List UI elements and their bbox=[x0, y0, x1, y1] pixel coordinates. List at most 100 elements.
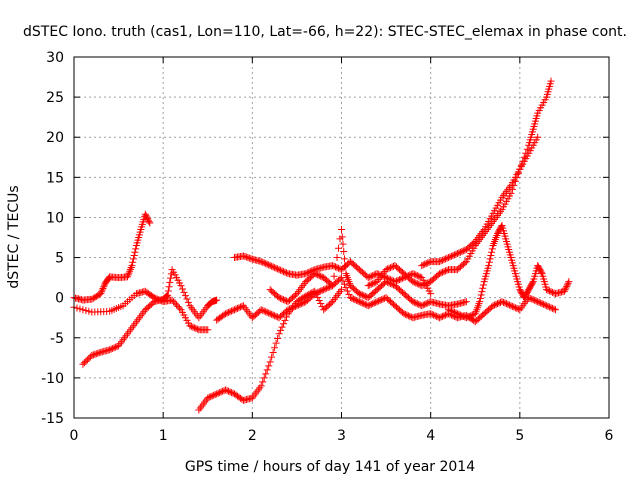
data-point bbox=[400, 310, 408, 318]
x-tick-label: 0 bbox=[70, 428, 79, 444]
x-tick-label: 5 bbox=[515, 428, 524, 444]
data-point bbox=[231, 306, 238, 314]
data-point bbox=[364, 302, 372, 310]
data-point bbox=[177, 282, 185, 290]
data-point bbox=[366, 273, 374, 281]
data-point bbox=[296, 300, 304, 308]
data-point bbox=[280, 268, 288, 276]
data-point bbox=[468, 311, 476, 319]
data-point bbox=[499, 298, 507, 306]
data-point bbox=[329, 262, 337, 270]
data-point bbox=[88, 351, 96, 359]
data-point bbox=[445, 306, 452, 314]
data-point bbox=[442, 255, 450, 263]
data-point bbox=[488, 248, 496, 256]
data-point bbox=[406, 312, 414, 320]
data-point bbox=[394, 276, 402, 284]
data-point bbox=[491, 301, 499, 309]
data-point bbox=[358, 299, 366, 307]
data-point bbox=[317, 287, 325, 295]
data-point bbox=[338, 274, 345, 282]
data-point bbox=[357, 298, 365, 306]
data-point bbox=[165, 283, 173, 291]
data-point bbox=[142, 212, 150, 220]
data-point bbox=[280, 320, 288, 328]
data-point bbox=[535, 298, 543, 306]
data-point bbox=[346, 294, 354, 302]
data-point bbox=[247, 255, 255, 263]
data-point bbox=[549, 304, 557, 312]
data-point bbox=[413, 300, 421, 308]
data-point bbox=[277, 294, 285, 302]
data-point bbox=[274, 334, 282, 342]
data-point bbox=[110, 344, 118, 352]
data-point bbox=[349, 295, 357, 303]
data-point bbox=[285, 305, 293, 313]
data-point bbox=[543, 286, 551, 294]
data-point bbox=[100, 283, 108, 291]
data-point bbox=[271, 312, 279, 320]
data-point bbox=[505, 301, 513, 309]
data-point bbox=[355, 298, 363, 306]
data-point bbox=[144, 216, 152, 224]
data-point bbox=[479, 284, 487, 292]
data-point bbox=[421, 300, 429, 308]
data-point bbox=[190, 324, 198, 332]
data-point bbox=[259, 258, 267, 266]
data-point bbox=[260, 259, 268, 267]
data-point bbox=[281, 316, 289, 324]
data-point bbox=[225, 387, 233, 395]
data-point bbox=[398, 274, 406, 282]
data-point bbox=[186, 322, 194, 330]
data-point bbox=[381, 294, 389, 302]
data-point bbox=[163, 292, 171, 300]
data-point bbox=[290, 303, 298, 311]
data-point bbox=[494, 300, 502, 308]
chart-title: dSTEC Iono. truth (cas1, Lon=110, Lat=-6… bbox=[23, 24, 627, 40]
data-point bbox=[387, 264, 395, 272]
data-point bbox=[92, 350, 100, 358]
data-point bbox=[278, 267, 286, 275]
data-point bbox=[492, 300, 500, 308]
data-point bbox=[537, 299, 545, 307]
data-point bbox=[462, 314, 470, 322]
data-point bbox=[455, 249, 463, 257]
data-point bbox=[433, 312, 441, 320]
data-point bbox=[146, 219, 154, 227]
series-arc-3 bbox=[79, 266, 221, 368]
series-arc-7 bbox=[266, 225, 470, 310]
data-point bbox=[485, 258, 493, 266]
data-point bbox=[275, 330, 283, 338]
data-point bbox=[272, 264, 280, 272]
data-point bbox=[259, 378, 267, 386]
data-point bbox=[208, 392, 216, 400]
data-point bbox=[228, 307, 236, 315]
data-point bbox=[229, 389, 237, 397]
data-point bbox=[269, 348, 277, 356]
data-point bbox=[425, 258, 433, 266]
data-point bbox=[507, 189, 515, 197]
data-point bbox=[447, 307, 455, 315]
data-point bbox=[373, 298, 381, 306]
data-point bbox=[340, 248, 348, 256]
data-point bbox=[284, 306, 292, 314]
data-point bbox=[544, 286, 552, 294]
data-point bbox=[128, 262, 136, 270]
data-point bbox=[357, 290, 365, 298]
data-point bbox=[167, 274, 175, 282]
data-point bbox=[385, 264, 393, 272]
data-point bbox=[541, 301, 549, 309]
data-point bbox=[546, 287, 554, 295]
data-point bbox=[363, 293, 371, 301]
data-point bbox=[335, 244, 343, 252]
data-point bbox=[546, 303, 554, 311]
data-point bbox=[232, 305, 240, 313]
data-point bbox=[330, 272, 338, 280]
data-point bbox=[436, 314, 444, 322]
data-point bbox=[367, 272, 375, 280]
data-point bbox=[183, 295, 191, 303]
data-point bbox=[543, 302, 551, 310]
data-point bbox=[277, 266, 285, 274]
data-point bbox=[486, 255, 494, 263]
